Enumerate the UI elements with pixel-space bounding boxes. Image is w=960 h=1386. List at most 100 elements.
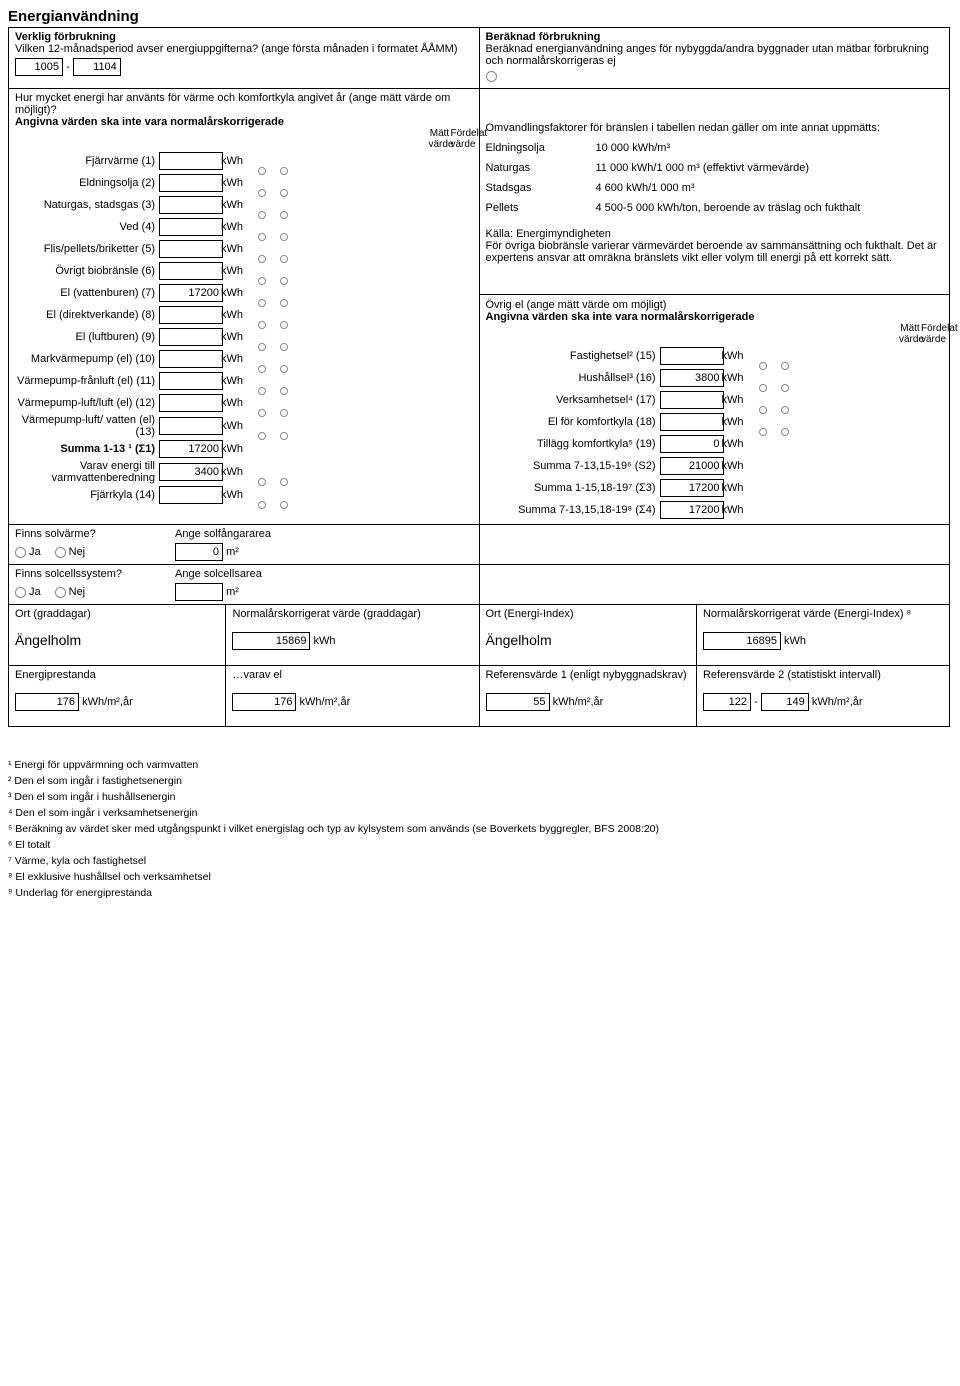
beraknad-radio[interactable]	[486, 71, 497, 82]
solc-right-empty	[480, 565, 950, 604]
footnote-7: ⁷ Värme, kyla och fastighetsel	[8, 853, 960, 869]
energy-row-label: El (luftburen) (9)	[15, 331, 159, 343]
conv-label: Eldningsolja	[486, 142, 596, 154]
energy-row-value[interactable]	[159, 306, 223, 324]
energy-row-2: Eldningsolja (2)kWh	[15, 172, 473, 194]
ovrig-row-7: Summa 7-13,15,18-19⁸ (Σ4)17200kWh	[486, 499, 944, 521]
b1c3-label: Ort (Energi-Index)	[486, 608, 690, 620]
footnote-2: ² Den el som ingår i fastighetsenergin	[8, 773, 960, 789]
b2c1-unit: kWh/m²,år	[82, 696, 133, 708]
b1c4-label: Normalårskorrigerat värde (Energi-Index)…	[703, 608, 943, 620]
energy-row-value[interactable]	[159, 394, 223, 412]
ovrig-row-value[interactable]: 17200	[660, 479, 724, 497]
ovrig-row-value[interactable]: 0	[660, 435, 724, 453]
energy-row-4: Ved (4)kWh	[15, 216, 473, 238]
ovrig-row-value[interactable]: 17200	[660, 501, 724, 519]
conv-row-3: Pellets4 500-5 000 kWh/ton, beroende av …	[486, 198, 944, 218]
conv-value: 10 000 kWh/m³	[596, 142, 944, 154]
bottom-row-2: Energiprestanda 176 kWh/m²,år …varav el …	[9, 665, 949, 726]
ovrig-row-3: El för komfortkyla (18)kWh	[486, 411, 944, 433]
energy-row-value[interactable]	[159, 152, 223, 170]
ovrig-row-value[interactable]: 21000	[660, 457, 724, 475]
vv-value[interactable]: 3400	[159, 463, 223, 481]
vv-unit: kWh	[219, 466, 251, 478]
energy-row-value[interactable]	[159, 328, 223, 346]
footnote-9: ⁹ Underlag för energiprestanda	[8, 885, 960, 901]
energy-row-13: Värmepump-luft/ vatten (el) (13)kWh	[15, 414, 473, 438]
energy-left-col: Hur mycket energi har använts för värme …	[9, 89, 480, 524]
fk-value[interactable]	[159, 486, 223, 504]
energy-row-label: Värmepump-luft/ vatten (el) (13)	[15, 414, 159, 438]
solc-ja-radio[interactable]: Ja	[15, 586, 41, 598]
energy-row-9: El (luftburen) (9)kWh	[15, 326, 473, 348]
energy-row-value[interactable]	[159, 262, 223, 280]
energy-row-value[interactable]	[159, 218, 223, 236]
b1c4-value[interactable]: 16895	[703, 632, 781, 650]
ovrig-row-value[interactable]	[660, 391, 724, 409]
hdr-matt: Mätt värde	[429, 128, 451, 150]
b2c1-value[interactable]: 176	[15, 693, 79, 711]
page-title: Energianvändning	[8, 8, 960, 25]
energy-row-7: El (vattenburen) (7)17200kWh	[15, 282, 473, 304]
energy-row-value[interactable]	[159, 196, 223, 214]
b2c3-label: Referensvärde 1 (enligt nybyggnadskrav)	[486, 669, 690, 681]
b1c2-value[interactable]: 15869	[232, 632, 310, 650]
main-form-box: Verklig förbrukning Vilken 12-månadsperi…	[8, 27, 950, 727]
row-summa-1-13: Summa 1-13 ¹ (Σ1) 17200 kWh	[15, 438, 473, 460]
energy-row-unit: kWh	[219, 155, 251, 167]
ovrig-row-5: Summa 7-13,15-19⁶ (S2)21000kWh	[486, 455, 944, 477]
energy-row-value[interactable]	[159, 372, 223, 390]
period-dash: -	[66, 61, 70, 73]
energy-row-value[interactable]	[159, 240, 223, 258]
solv-ja-radio[interactable]: Ja	[15, 546, 41, 558]
solv-nej-radio[interactable]: Nej	[55, 546, 86, 558]
ovrig-sub: Angivna värden ska inte vara normalårsko…	[486, 311, 944, 323]
b2c3-value[interactable]: 55	[486, 693, 550, 711]
ovrig-row-label: Tillägg komfortkyla⁵ (19)	[486, 438, 660, 450]
energy-row-label: Flis/pellets/briketter (5)	[15, 243, 159, 255]
solc-nej-radio[interactable]: Nej	[55, 586, 86, 598]
ovrig-row-label: Summa 7-13,15,18-19⁸ (Σ4)	[486, 504, 660, 516]
ovrig-row-unit: kWh	[720, 394, 752, 406]
period-from-input[interactable]: 1005	[15, 58, 63, 76]
vv-label: Varav energi till varmvattenberedning	[15, 460, 159, 484]
b1c1-label: Ort (graddagar)	[15, 608, 219, 620]
energy-row-unit: kWh	[219, 199, 251, 211]
row-varmvatten: Varav energi till varmvattenberedning 34…	[15, 460, 473, 484]
footnote-6: ⁶ El totalt	[8, 837, 960, 853]
conv-intro: Omvandlingsfaktorer för bränslen i tabel…	[486, 122, 944, 134]
energy-row-unit: kWh	[219, 375, 251, 387]
ovrig-row-value[interactable]	[660, 347, 724, 365]
energy-row-value[interactable]	[159, 350, 223, 368]
b2c2-value[interactable]: 176	[232, 693, 296, 711]
energy-row-value[interactable]	[159, 417, 223, 435]
conv-label: Stadsgas	[486, 182, 596, 194]
solc-area-unit: m²	[226, 586, 239, 598]
r-hdr-matt: Mätt värde	[899, 323, 921, 345]
conv-value: 4 500-5 000 kWh/ton, beroende av träslag…	[596, 202, 944, 214]
energy-row-value[interactable]: 17200	[159, 284, 223, 302]
b2c1-label: Energiprestanda	[15, 669, 219, 681]
summa-value[interactable]: 17200	[159, 440, 223, 458]
solv-question: Finns solvärme?	[15, 528, 145, 540]
period-to-input[interactable]: 1104	[73, 58, 121, 76]
solc-question: Finns solcellssystem?	[15, 568, 145, 580]
solc-area-input[interactable]	[175, 583, 223, 601]
energy-row-value[interactable]	[159, 174, 223, 192]
beraknad-head: Beräknad förbrukning	[486, 31, 944, 43]
energy-row-unit: kWh	[219, 221, 251, 233]
energy-row-label: Markvärmepump (el) (10)	[15, 353, 159, 365]
b2c4-from[interactable]: 122	[703, 693, 751, 711]
ovrig-row-value[interactable]: 3800	[660, 369, 724, 387]
fk-unit: kWh	[219, 489, 251, 501]
energy-row-label: Naturgas, stadsgas (3)	[15, 199, 159, 211]
solv-area-input[interactable]: 0	[175, 543, 223, 561]
b2c4-to[interactable]: 149	[761, 693, 809, 711]
ovrig-row-value[interactable]	[660, 413, 724, 431]
energy-row-3: Naturgas, stadsgas (3) kWh	[15, 194, 473, 216]
ovrig-row-label: Hushållsel³ (16)	[486, 372, 660, 384]
energy-right-col: Omvandlingsfaktorer för bränslen i tabel…	[480, 89, 950, 524]
energy-row-label: Värmepump-luft/luft (el) (12)	[15, 397, 159, 409]
solc-cell: Finns solcellssystem? Ja Nej Ange solcel…	[9, 565, 480, 604]
energy-row-label: El (direktverkande) (8)	[15, 309, 159, 321]
